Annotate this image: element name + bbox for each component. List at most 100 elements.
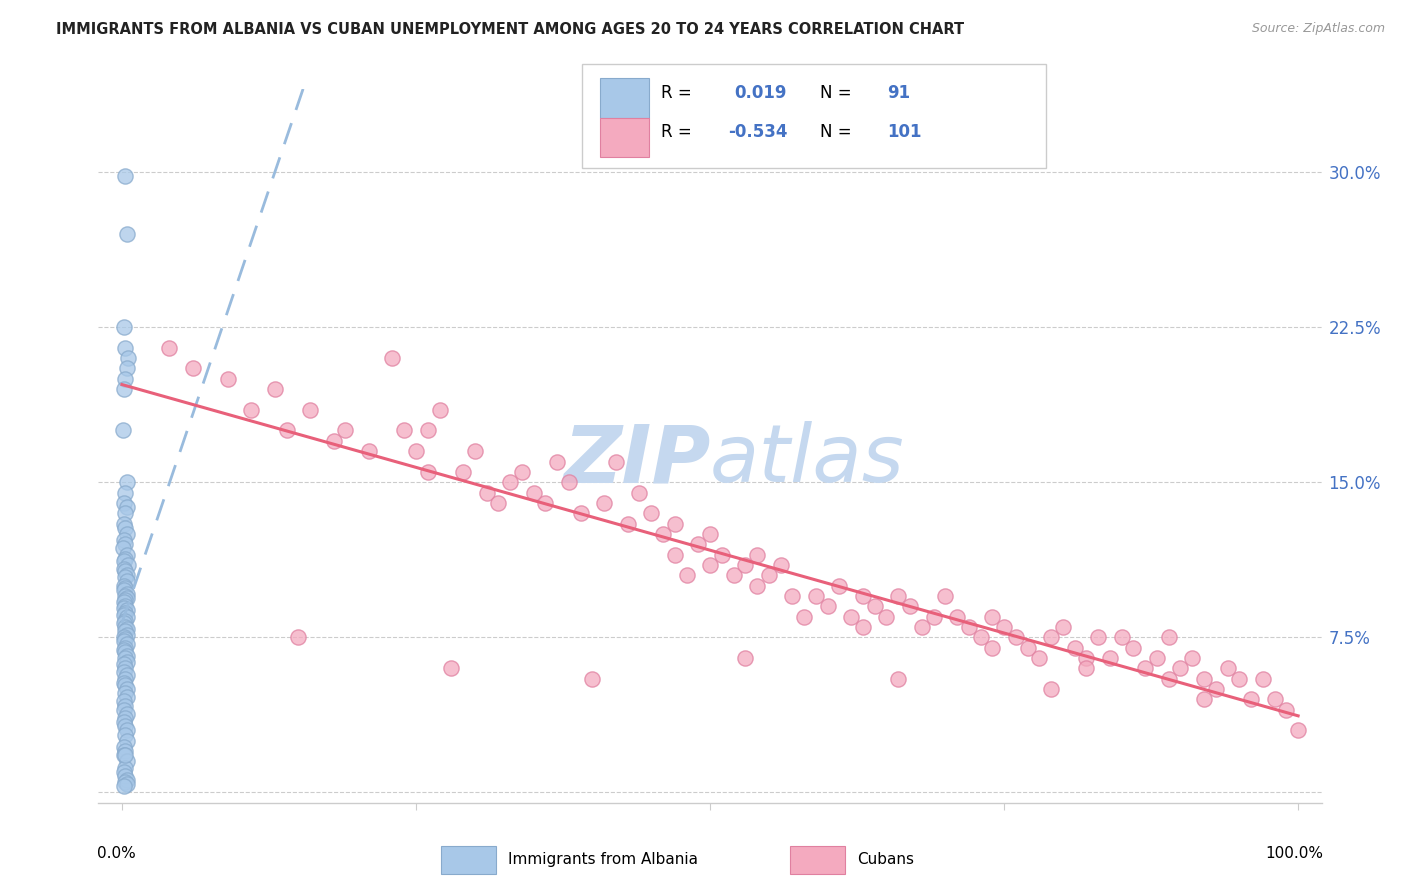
Text: atlas: atlas [710,421,905,500]
Point [510,465,533,479]
Point [114,769,136,783]
Point [114,661,136,675]
Point [486,496,509,510]
Point [114,599,136,614]
Point [664,516,686,531]
Point [1135,661,1157,675]
Point [112,657,135,672]
Point [115,628,138,642]
Point [710,548,733,562]
Point [558,475,581,490]
Point [114,640,136,655]
Point [911,620,934,634]
Point [114,744,136,758]
Point [112,382,135,396]
Point [440,661,463,675]
Point [1181,651,1204,665]
Point [392,424,416,438]
Point [1076,661,1098,675]
Point [357,444,380,458]
Point [416,424,439,438]
Point [405,444,427,458]
Point [112,554,135,568]
Point [157,341,180,355]
Point [993,620,1015,634]
Point [616,516,638,531]
Point [451,465,474,479]
Point [664,548,686,562]
Point [114,589,136,603]
Point [1170,661,1192,675]
Point [628,485,651,500]
Point [1286,723,1309,738]
Point [523,485,546,500]
Point [115,587,138,601]
Point [922,609,945,624]
Point [114,686,136,700]
Point [534,496,557,510]
Point [112,579,135,593]
Point [112,703,135,717]
Point [887,589,910,603]
Point [114,593,136,607]
Point [769,558,792,572]
Point [115,475,138,490]
Point [114,632,136,647]
Point [112,634,135,648]
Point [546,454,568,468]
Point [115,667,138,681]
Point [1040,630,1063,644]
Point [335,424,357,438]
Point [699,558,721,572]
Point [934,589,956,603]
Text: R =: R = [661,123,697,141]
Point [114,775,136,789]
Point [429,402,451,417]
Point [464,444,486,458]
Text: Cubans: Cubans [856,853,914,867]
Point [475,485,498,500]
Text: R =: R = [661,84,697,102]
Point [112,595,135,609]
Point [1240,692,1263,706]
Point [1227,672,1250,686]
Point [217,372,239,386]
Point [112,496,135,510]
Point [114,564,136,578]
Point [115,603,138,617]
Point [117,351,139,365]
Point [675,568,697,582]
Point [1205,681,1227,696]
Point [115,227,138,241]
Point [852,589,875,603]
Point [782,589,804,603]
Point [115,690,138,705]
Point [114,169,136,183]
Point [1040,681,1063,696]
Point [112,615,135,630]
FancyBboxPatch shape [790,846,845,874]
Point [1122,640,1144,655]
Point [112,642,135,657]
Point [114,606,136,620]
Text: 91: 91 [887,84,911,102]
Point [981,609,1004,624]
Point [287,630,309,644]
Point [1157,672,1180,686]
Point [115,772,138,787]
Text: Immigrants from Albania: Immigrants from Albania [508,853,699,867]
Point [112,320,135,334]
Text: Source: ZipAtlas.com: Source: ZipAtlas.com [1251,22,1385,36]
Text: ZIP: ZIP [562,421,710,500]
Point [115,706,138,721]
Point [946,609,969,624]
Point [1264,692,1286,706]
Point [114,614,136,628]
Point [112,516,135,531]
Point [115,681,138,696]
Point [117,558,139,572]
Text: IMMIGRANTS FROM ALBANIA VS CUBAN UNEMPLOYMENT AMONG AGES 20 TO 24 YEARS CORRELAT: IMMIGRANTS FROM ALBANIA VS CUBAN UNEMPLO… [56,22,965,37]
Point [115,723,138,738]
Text: 100.0%: 100.0% [1265,846,1323,861]
Point [758,568,780,582]
